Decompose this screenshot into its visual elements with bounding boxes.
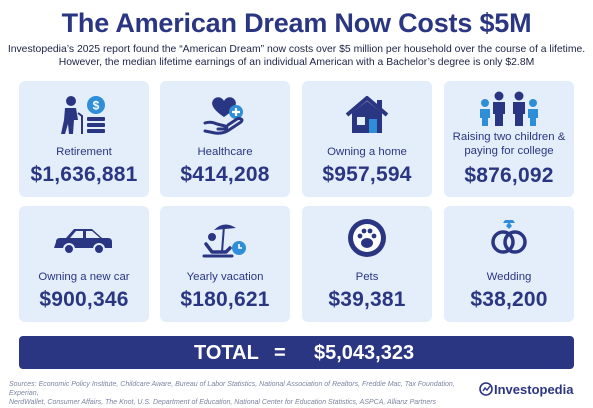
card-label: Wedding [486, 271, 532, 283]
card-label: Pets [355, 271, 379, 283]
card-label: Owning a home [327, 146, 407, 158]
total-equals: = [274, 342, 286, 364]
card-value: $414,208 [180, 163, 270, 186]
card-label: Healthcare [197, 146, 253, 158]
subtitle-line-2: However, the median lifetime earnings of… [58, 57, 535, 68]
card-pets: Pets $39,381 [302, 206, 432, 322]
card-value: $180,621 [180, 288, 270, 311]
total-label: TOTAL [194, 342, 259, 364]
total-bar: TOTAL = $5,043,323 [19, 336, 574, 369]
card-label-line-2: paying for college [464, 145, 554, 157]
card-value: $39,381 [328, 288, 406, 311]
card-label: Yearly vacation [186, 271, 264, 283]
sources-line-1: Sources: Economic Policy Institute, Chil… [9, 381, 455, 397]
house-icon [302, 95, 432, 135]
card-vacation: Yearly vacation $180,621 [160, 206, 290, 322]
card-label: Retirement [56, 146, 112, 158]
sources-line-2: NerdWallet, Consumer Affairs, The Knot, … [9, 399, 437, 406]
rings-icon [444, 218, 574, 258]
card-retirement: $ Retirement $1,636,881 [19, 81, 149, 197]
total-value: $5,043,323 [314, 342, 415, 364]
brand-logo: Investopedia [479, 381, 589, 397]
card-value: $1,636,881 [30, 163, 138, 186]
card-label-line-1: Raising two children & [452, 131, 566, 143]
card-car: Owning a new car $900,346 [19, 206, 149, 322]
paw-icon [302, 218, 432, 258]
card-value: $957,594 [322, 163, 412, 186]
page-title: The American Dream Now Costs $5M [61, 8, 532, 38]
card-value: $38,200 [470, 288, 548, 311]
family-icon [444, 91, 574, 127]
card-label: Owning a new car [38, 271, 130, 283]
card-healthcare: Healthcare $414,208 [160, 81, 290, 197]
sources-note: Sources: Economic Policy Institute, Chil… [9, 380, 464, 407]
svg-text:$: $ [93, 99, 100, 113]
brand-name: Investopedia [494, 382, 574, 397]
investopedia-logo-icon [479, 382, 493, 401]
subtitle-line-1: Investopedia’s 2025 report found the “Am… [7, 44, 586, 55]
car-icon [19, 228, 149, 256]
card-value: $900,346 [39, 288, 129, 311]
retirement-icon: $ [19, 95, 149, 135]
healthcare-icon [160, 95, 290, 135]
card-value: $876,092 [464, 164, 554, 187]
card-children: Raising two children & paying for colleg… [444, 81, 574, 197]
card-home: Owning a home $957,594 [302, 81, 432, 197]
vacation-icon [160, 220, 290, 260]
card-wedding: Wedding $38,200 [444, 206, 574, 322]
